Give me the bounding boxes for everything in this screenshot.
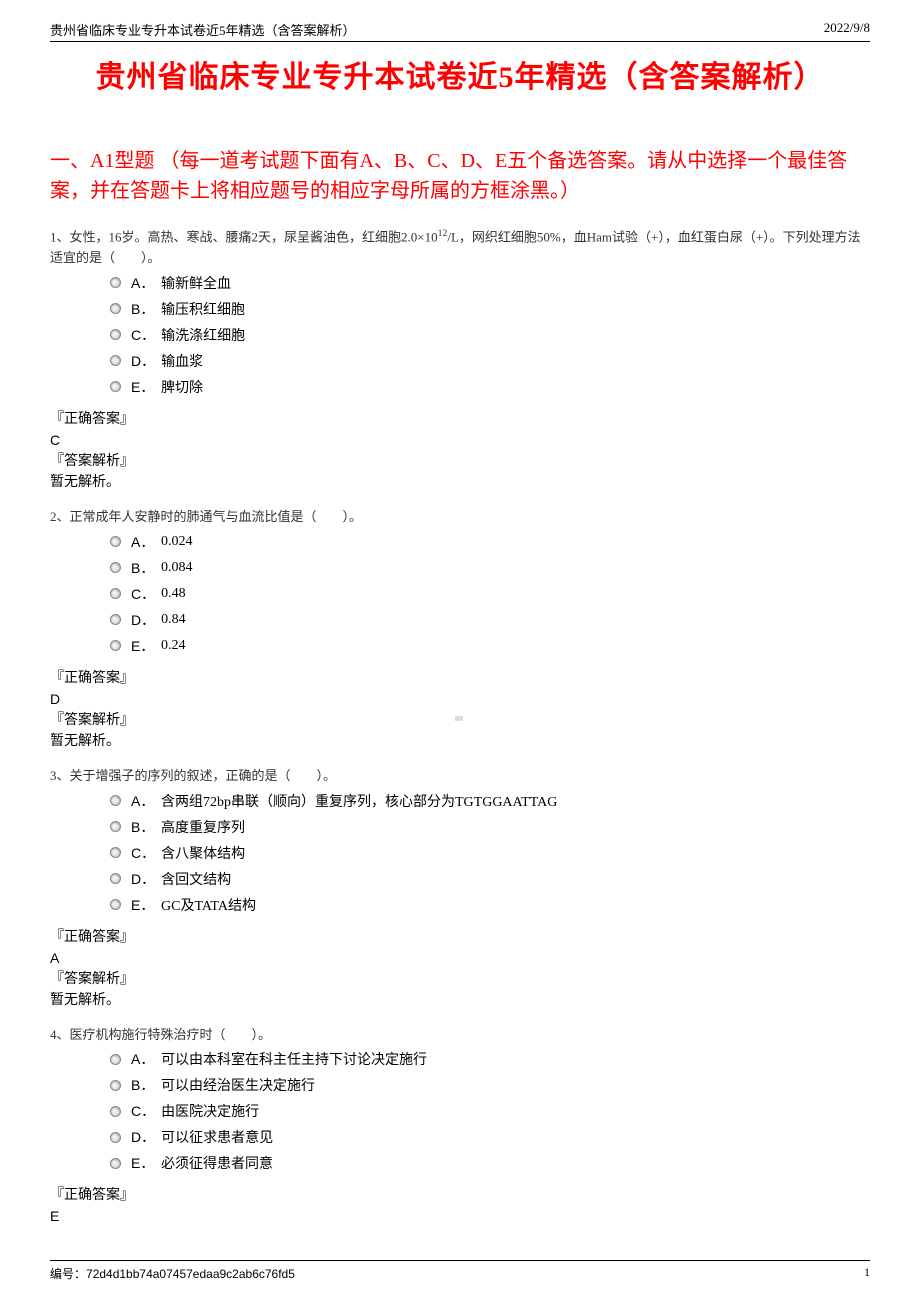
option-e[interactable]: E．GC及TATA结构 [110,895,870,915]
section-title: 一、A1型题 （每一道考试题下面有A、B、C、D、E五个备选答案。请从中选择一个… [50,146,870,206]
options-list: A．输新鲜全血 B．输压积红细胞 C．输洗涤红细胞 D．输血浆 E．脾切除 [50,273,870,397]
option-e[interactable]: E．必须征得患者同意 [110,1153,870,1173]
correct-answer-value: A [50,948,870,969]
header-left: 贵州省临床专业专升本试卷近5年精选（含答案解析） [50,20,356,39]
radio-icon[interactable] [110,588,121,599]
radio-icon[interactable] [110,614,121,625]
analysis-label: 『答案解析』 [50,969,870,990]
option-c[interactable]: C．输洗涤红细胞 [110,325,870,345]
correct-answer-value: C [50,430,870,451]
radio-icon[interactable] [110,847,121,858]
radio-icon[interactable] [110,873,121,884]
radio-icon[interactable] [110,640,121,651]
option-b[interactable]: B．0.084 [110,558,870,578]
question-4: 4、医疗机构施行特殊治疗时（ ）。 A．可以由本科室在科主任主持下讨论决定施行 … [50,1025,870,1228]
analysis-text: 暂无解析。 [50,990,870,1011]
option-c[interactable]: C．由医院决定施行 [110,1101,870,1121]
footer-id: 编号：72d4d1bb74a07457edaa9c2ab6c76fd5 [50,1265,295,1282]
radio-icon[interactable] [110,821,121,832]
correct-answer-label: 『正确答案』 [50,409,870,430]
main-title: 贵州省临床专业专升本试卷近5年精选（含答案解析） [50,52,870,96]
question-stem: 1、女性，16岁。高热、寒战、腰痛2天，尿呈酱油色，红细胞2.0×1012/L，… [50,226,870,269]
correct-answer-value: E [50,1206,870,1227]
question-stem: 3、关于增强子的序列的叙述，正确的是（ ）。 [50,766,870,787]
correct-answer-value: D [50,689,870,710]
radio-icon[interactable] [110,1132,121,1143]
answer-block: 『正确答案』 A 『答案解析』 暂无解析。 [50,927,870,1011]
option-c[interactable]: C．含八聚体结构 [110,843,870,863]
radio-icon[interactable] [110,562,121,573]
question-stem: 4、医疗机构施行特殊治疗时（ ）。 [50,1025,870,1046]
page-header: 贵州省临床专业专升本试卷近5年精选（含答案解析） 2022/9/8 [50,20,870,42]
analysis-text: 暂无解析。 [50,731,870,752]
correct-answer-label: 『正确答案』 [50,927,870,948]
radio-icon[interactable] [110,1158,121,1169]
option-e[interactable]: E．脾切除 [110,377,870,397]
options-list: A．含两组72bp串联（顺向）重复序列，核心部分为TGTGGAATTAG B．高… [50,791,870,915]
radio-icon[interactable] [110,899,121,910]
answer-block: 『正确答案』 D 『答案解析』 暂无解析。 [50,668,870,752]
option-b[interactable]: B．高度重复序列 [110,817,870,837]
question-1: 1、女性，16岁。高热、寒战、腰痛2天，尿呈酱油色，红细胞2.0×1012/L，… [50,226,870,493]
question-stem: 2、正常成年人安静时的肺通气与血流比值是（ ）。 [50,507,870,528]
radio-icon[interactable] [110,381,121,392]
option-e[interactable]: E．0.24 [110,636,870,656]
option-d[interactable]: D．可以征求患者意见 [110,1127,870,1147]
radio-icon[interactable] [110,303,121,314]
answer-block: 『正确答案』 C 『答案解析』 暂无解析。 [50,409,870,493]
page-footer: 编号：72d4d1bb74a07457edaa9c2ab6c76fd5 1 [50,1260,870,1282]
option-d[interactable]: D．输血浆 [110,351,870,371]
correct-answer-label: 『正确答案』 [50,1185,870,1206]
option-a[interactable]: A．输新鲜全血 [110,273,870,293]
options-list: A．0.024 B．0.084 C．0.48 D．0.84 E．0.24 [50,532,870,656]
option-b[interactable]: B．输压积红细胞 [110,299,870,319]
option-a[interactable]: A．0.024 [110,532,870,552]
question-3: 3、关于增强子的序列的叙述，正确的是（ ）。 A．含两组72bp串联（顺向）重复… [50,766,870,1011]
correct-answer-label: 『正确答案』 [50,668,870,689]
analysis-label: 『答案解析』 [50,451,870,472]
options-list: A．可以由本科室在科主任主持下讨论决定施行 B．可以由经治医生决定施行 C．由医… [50,1049,870,1173]
radio-icon[interactable] [110,329,121,340]
radio-icon[interactable] [110,1054,121,1065]
analysis-text: 暂无解析。 [50,472,870,493]
option-d[interactable]: D．0.84 [110,610,870,630]
option-a[interactable]: A．可以由本科室在科主任主持下讨论决定施行 [110,1049,870,1069]
watermark [455,716,463,721]
header-date: 2022/9/8 [824,20,870,39]
radio-icon[interactable] [110,1080,121,1091]
option-d[interactable]: D．含回文结构 [110,869,870,889]
option-a[interactable]: A．含两组72bp串联（顺向）重复序列，核心部分为TGTGGAATTAG [110,791,870,811]
radio-icon[interactable] [110,795,121,806]
answer-block: 『正确答案』 E [50,1185,870,1227]
question-2: 2、正常成年人安静时的肺通气与血流比值是（ ）。 A．0.024 B．0.084… [50,507,870,752]
document-page: 贵州省临床专业专升本试卷近5年精选（含答案解析） 2022/9/8 贵州省临床专… [0,0,920,1302]
radio-icon[interactable] [110,355,121,366]
option-b[interactable]: B．可以由经治医生决定施行 [110,1075,870,1095]
option-c[interactable]: C．0.48 [110,584,870,604]
radio-icon[interactable] [110,536,121,547]
radio-icon[interactable] [110,1106,121,1117]
page-number: 1 [864,1265,870,1282]
radio-icon[interactable] [110,277,121,288]
